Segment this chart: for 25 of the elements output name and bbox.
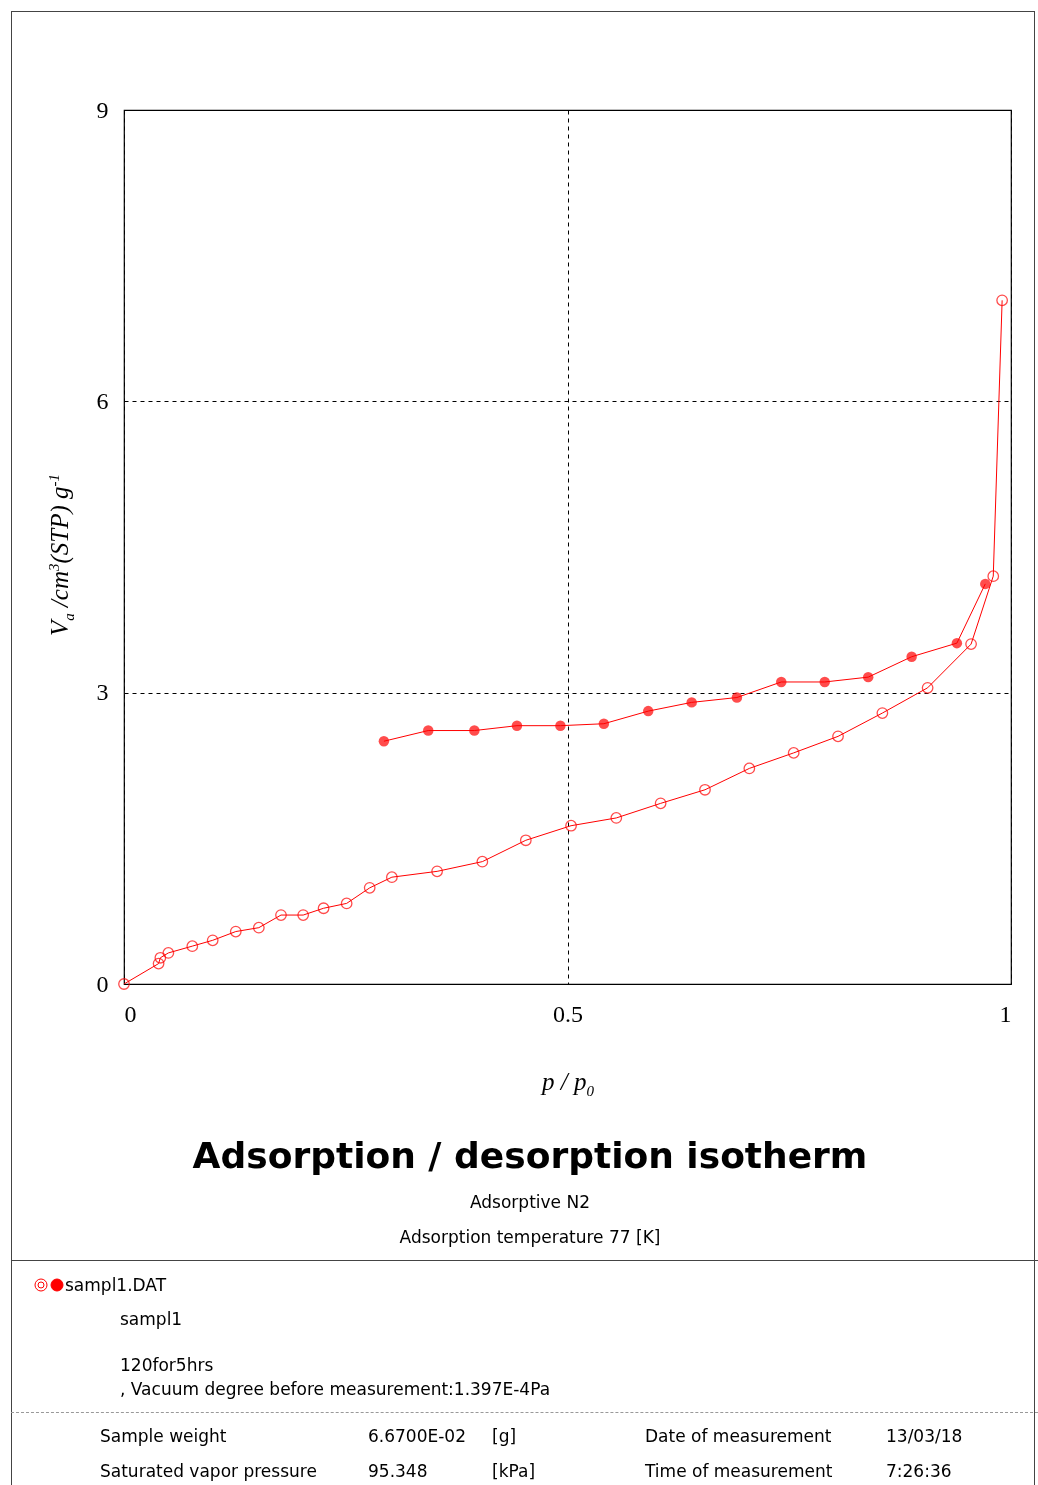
text: Adsorption temperature 77 [K]: [399, 1227, 661, 1247]
text: [g]: [492, 1426, 517, 1446]
text: , Vacuum degree before measurement:1.397E-4Pa: [120, 1379, 551, 1399]
text: 120for5hrs: [120, 1355, 214, 1375]
y-tick-label: 9: [96, 96, 109, 123]
text: Adsorptive N2: [469, 1192, 591, 1212]
text: 7:26:36: [886, 1461, 952, 1481]
x-axis-title: p / p$_{0}$: [542, 1068, 594, 1100]
text: 13/03/18: [886, 1426, 963, 1446]
x-tick-label: 1: [999, 1000, 1012, 1027]
y-tick-label: 6: [96, 387, 109, 414]
text: 6.6700E-02: [368, 1426, 466, 1446]
text: Adsorption / desorption isotherm: [192, 1135, 868, 1176]
y-tick-label: 3: [96, 679, 109, 706]
text: 95.348: [368, 1461, 428, 1481]
text: sampl1: [120, 1309, 183, 1329]
text: Sample weight: [100, 1426, 227, 1446]
text: Date of measurement: [645, 1426, 832, 1446]
y-tick-label: 0: [96, 970, 109, 997]
text: Time of measurement: [645, 1461, 833, 1481]
x-tick-label: 0: [124, 1000, 137, 1027]
x-tick-label: 0.5: [553, 1000, 583, 1027]
legend-label: sampl1.DAT: [65, 1275, 167, 1295]
text: [kPa]: [492, 1461, 536, 1481]
text: Saturated vapor pressure: [100, 1461, 317, 1481]
